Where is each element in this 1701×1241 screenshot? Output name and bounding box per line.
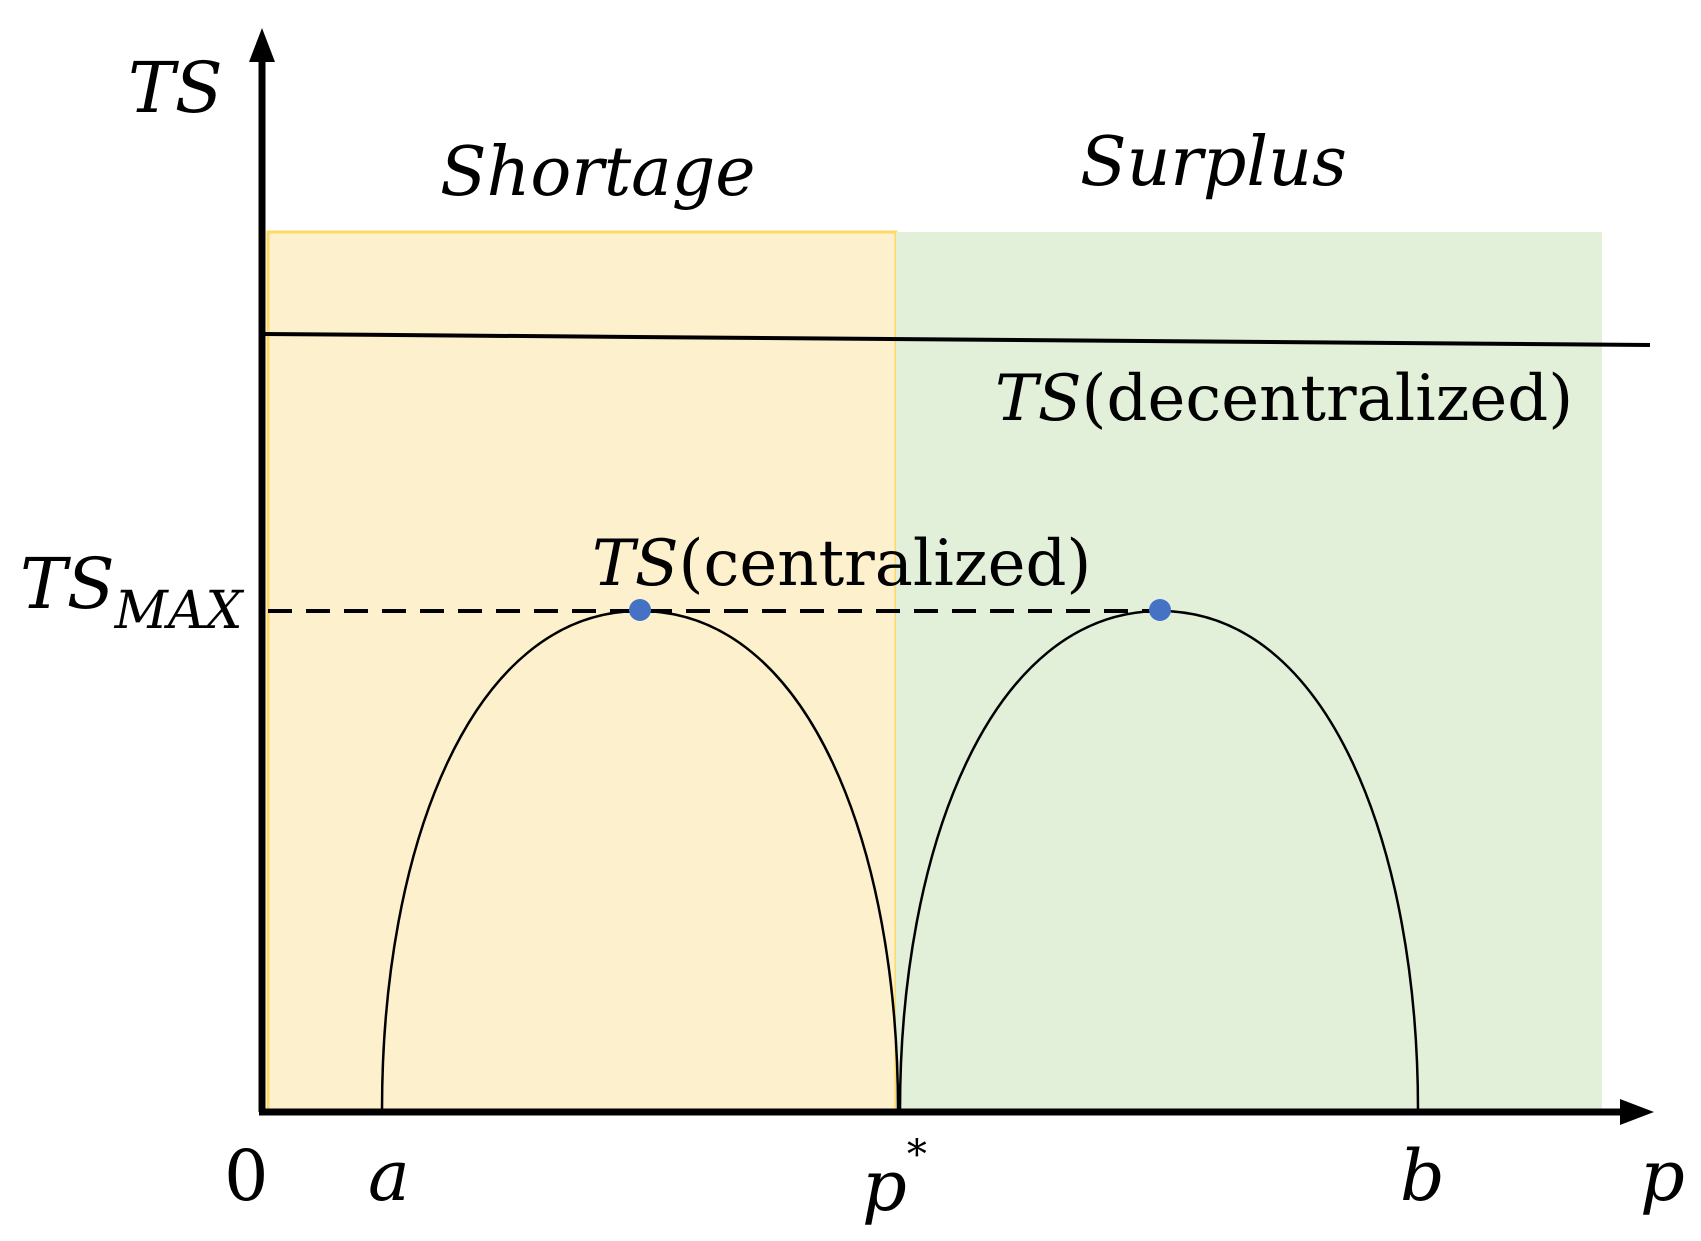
surplus-label: Surplus bbox=[1080, 123, 1347, 202]
y-axis-label: TS bbox=[128, 47, 223, 129]
decentralized-line bbox=[263, 332, 1651, 347]
ts-max-label: TSMAX bbox=[20, 543, 244, 641]
tick-label-a: a bbox=[368, 1135, 410, 1217]
peak-dot-left bbox=[629, 599, 651, 621]
x-axis-arrowhead bbox=[1620, 1099, 1654, 1125]
surplus-region bbox=[896, 232, 1602, 1110]
x-axis-label: p bbox=[1640, 1135, 1685, 1217]
origin-label: 0 bbox=[224, 1135, 269, 1217]
y-axis-arrowhead bbox=[249, 28, 275, 62]
decentralized-label: TS(decentralized) bbox=[995, 362, 1573, 436]
tick-label-b: b bbox=[1400, 1135, 1445, 1217]
shortage-label: Shortage bbox=[440, 133, 755, 212]
centralized-label: TS(centralized) bbox=[592, 527, 1091, 601]
shortage-region bbox=[266, 230, 898, 1112]
peak-dot-right bbox=[1149, 599, 1171, 621]
tick-label-p-star: p* bbox=[862, 1132, 927, 1227]
